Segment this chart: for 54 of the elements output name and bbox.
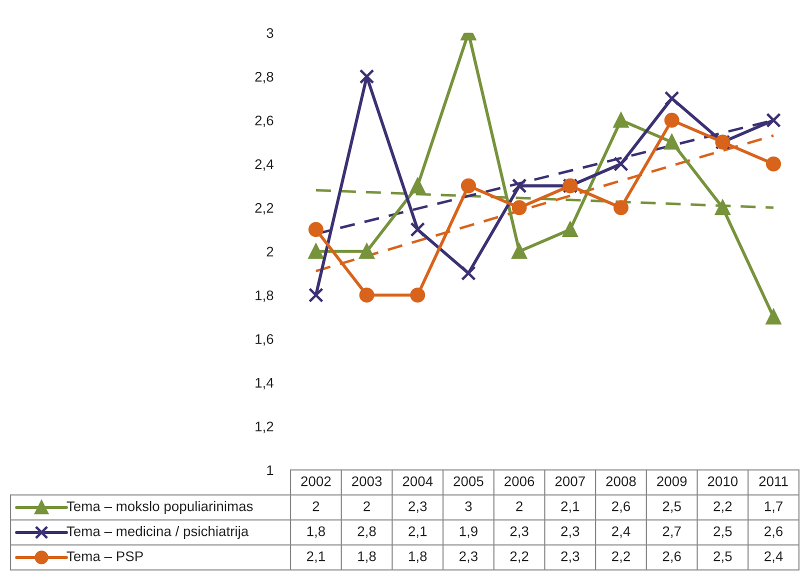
data-label: 2,8 [358, 526, 376, 538]
y-tick-label: 1,6 [256, 334, 274, 346]
data-label: 2 [312, 501, 320, 512]
data-label: 2,3 [408, 501, 427, 513]
x-tick-label: 2010 [708, 476, 738, 486]
y-tick-label: 2,2 [255, 203, 274, 214]
data-label: 2,6 [662, 551, 681, 563]
data-label: 2,3 [510, 526, 528, 538]
x-tick-label: 2003 [352, 476, 382, 486]
x-tick-label: 2007 [555, 476, 585, 486]
x-tick-label: 2002 [301, 476, 331, 486]
x-tick-label: 2011 [759, 476, 788, 486]
y-tick-label: 1 [267, 465, 274, 476]
x-tick-label: 2005 [454, 476, 484, 486]
data-label: 2,4 [764, 551, 783, 563]
data-label: 2,1 [408, 526, 427, 538]
y-tick-label: 1,2 [256, 422, 274, 434]
x-tick-label: 2004 [402, 476, 433, 486]
data-label: 2,2 [714, 501, 732, 513]
data-label: 2,2 [612, 551, 630, 563]
data-label: 2 [364, 501, 370, 512]
y-tick-label: 2,6 [255, 116, 274, 128]
data-label: 3 [465, 501, 472, 512]
y-tick-label: 2,8 [255, 72, 274, 84]
data-label: 2,1 [306, 551, 325, 563]
data-label: 2,6 [764, 526, 783, 538]
y-tick-label: 2 [266, 246, 274, 256]
y-tick-label: 3 [266, 28, 274, 38]
legend-label: Tema – mokslo populiarinimas [66, 501, 253, 514]
data-label: 2,3 [561, 551, 580, 563]
legend-label: Tema – medicina / psichiatrija [66, 526, 249, 539]
data-label: 2 [516, 501, 522, 512]
data-label: 2,6 [612, 501, 630, 513]
data-label: 2,5 [714, 526, 732, 538]
data-label: 2,7 [662, 526, 681, 538]
data-label: 1,9 [460, 526, 478, 538]
legend-label: Tema – PSP [66, 551, 143, 562]
data-label: 1,8 [307, 526, 325, 538]
y-tick-label: 1,8 [256, 290, 274, 302]
x-tick-label: 2006 [504, 476, 534, 486]
data-label: 2,5 [714, 551, 732, 563]
y-tick-label: 2,4 [255, 159, 274, 171]
x-tick-label: 2009 [657, 476, 687, 486]
data-label: 1,7 [764, 502, 782, 513]
x-tick-label: 2008 [606, 476, 636, 486]
data-label: 2,5 [662, 501, 681, 513]
y-tick-label: 1,4 [256, 378, 274, 390]
data-label: 2,2 [510, 551, 528, 563]
data-label: 1,8 [409, 551, 427, 563]
data-label: 2,4 [612, 526, 630, 538]
data-label: 2,1 [561, 501, 580, 513]
data-label: 1,8 [358, 551, 376, 563]
data-label: 2,3 [460, 551, 478, 563]
data-label: 2,3 [561, 526, 580, 538]
